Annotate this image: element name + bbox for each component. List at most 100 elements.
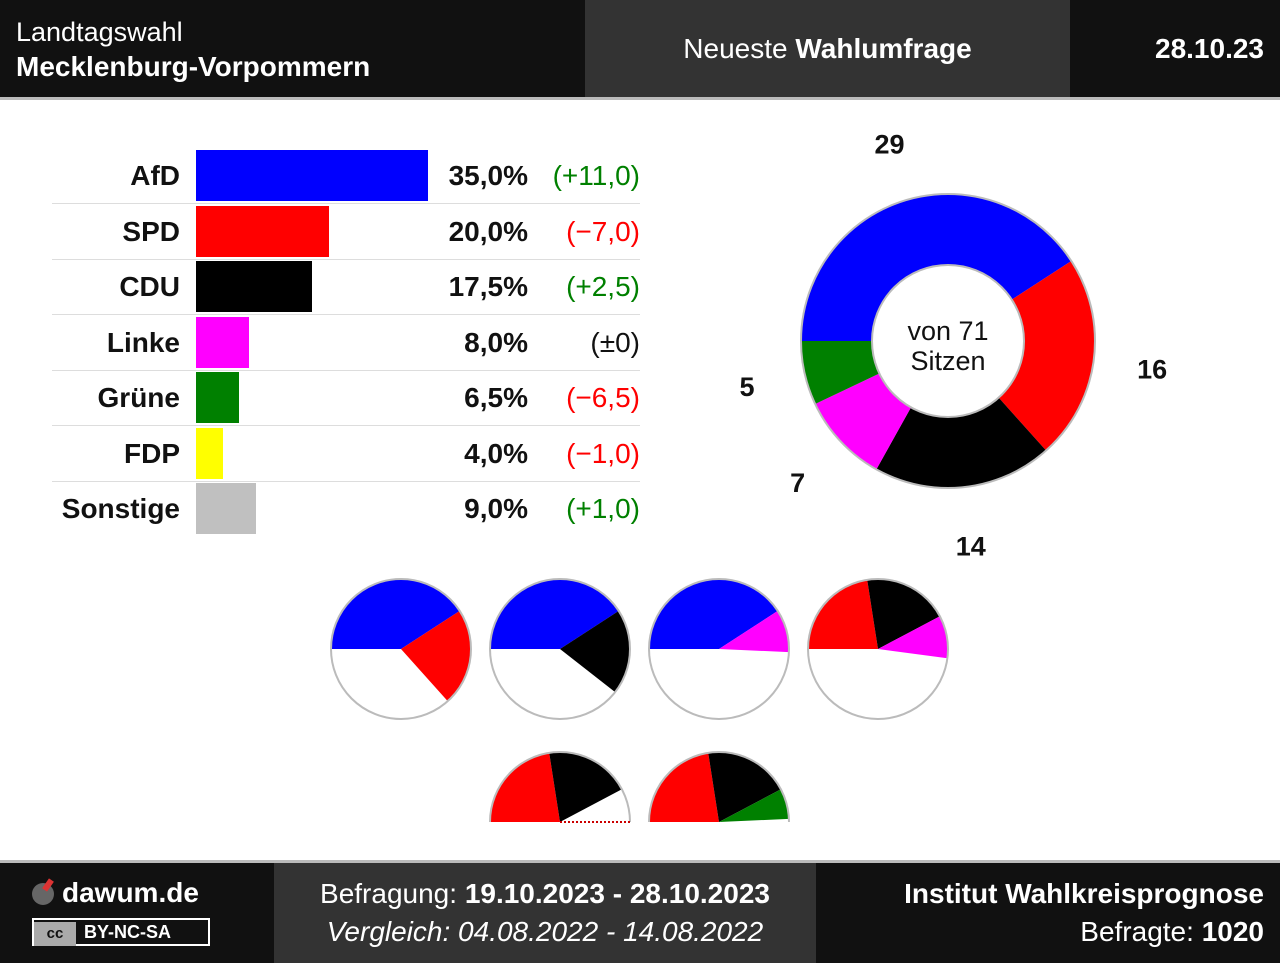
header-date: 28.10.23	[1155, 33, 1264, 64]
footer-bar: dawum.de cc BY-NC-SA Befragung: 19.10.202…	[0, 860, 1280, 963]
change-label: (+11,0)	[552, 160, 640, 191]
value-label: 8,0%	[464, 326, 528, 358]
bar	[196, 150, 428, 201]
value-label: 20,0%	[448, 215, 528, 247]
site-logo[interactable]: dawum.de	[32, 877, 199, 909]
coalition-pie	[489, 751, 631, 823]
cc-icon: cc	[34, 922, 76, 946]
compare-period: Vergleich: 04.08.2022 - 14.08.2022	[274, 916, 816, 948]
coalition-slice	[490, 578, 619, 649]
institute-name: Institut Wahlkreisprognose	[904, 878, 1264, 909]
bar-row: AfD 35,0% (+11,0)	[52, 148, 640, 204]
coalition-slice	[549, 752, 622, 822]
license-text: BY-NC-SA	[84, 922, 172, 942]
value-label: 9,0%	[464, 493, 528, 524]
coalition-outline	[489, 578, 631, 720]
bar	[196, 205, 329, 257]
coalition-pie	[330, 578, 472, 720]
seat-label: 14	[956, 532, 986, 562]
center-label-line2: Sitzen	[910, 346, 985, 376]
logo-icon	[32, 883, 54, 905]
site-name: dawum.de	[62, 877, 199, 908]
party-label: CDU	[119, 271, 180, 302]
survey-period: Befragung: 19.10.2023 - 28.10.2023	[274, 878, 816, 910]
donut-slice	[815, 373, 911, 470]
value-label: 6,5%	[464, 382, 528, 413]
coalition-slice	[808, 579, 878, 649]
compare-range: 04.08.2022 - 14.08.2022	[458, 916, 764, 947]
seat-label: 7	[790, 468, 805, 498]
coalition-slice	[719, 789, 789, 822]
coalition-slice	[649, 752, 719, 822]
change-label: (±0)	[590, 326, 640, 358]
change-label: (+2,5)	[566, 271, 640, 302]
coalition-slice	[878, 616, 948, 659]
footer-left: dawum.de cc BY-NC-SA	[0, 863, 274, 963]
coalition-slice	[867, 579, 940, 649]
header-title: Landtagswahl Mecklenburg-Vorpommern	[16, 16, 370, 86]
party-label: Linke	[106, 326, 180, 358]
header-middle-prefix: Neueste	[683, 33, 788, 64]
value-label: 35,0%	[448, 160, 528, 191]
seat-label: 5	[740, 372, 755, 402]
coalition-slice	[719, 610, 789, 653]
bar-row: Sonstige 9,0% (+1,0)	[52, 481, 640, 536]
coalition-outline	[648, 751, 790, 823]
header-bar: Landtagswahl Mecklenburg-Vorpommern Neue…	[0, 0, 1280, 100]
bar	[196, 427, 223, 479]
compare-label: Vergleich:	[326, 916, 451, 947]
coalition-slice	[649, 579, 778, 649]
change-label: (+1,0)	[566, 493, 640, 524]
bar	[196, 372, 240, 423]
title-line2: Mecklenburg-Vorpommern	[16, 51, 371, 82]
party-label: SPD	[122, 215, 180, 247]
coalition-outline	[489, 751, 631, 823]
respondents: Befragte: 1020	[904, 916, 1264, 948]
donut-center	[871, 264, 1025, 418]
coalition-slice	[401, 610, 471, 702]
coalition-slice	[331, 578, 460, 649]
coalition-slice	[560, 610, 631, 693]
respondents-label: Befragte:	[1080, 916, 1194, 947]
bar-row: Grüne 6,5% (−6,5)	[52, 370, 640, 426]
seat-label: 16	[1137, 354, 1167, 384]
coalition-pie	[807, 578, 949, 720]
donut-slice	[801, 341, 880, 404]
title-line1: Landtagswahl	[16, 17, 183, 47]
bar-row: Linke 8,0% (±0)	[52, 315, 640, 371]
bar	[196, 483, 256, 534]
party-label: Sonstige	[61, 493, 180, 524]
value-label: 17,5%	[448, 271, 528, 302]
license-badge[interactable]: cc BY-NC-SA	[32, 918, 210, 946]
coalition-outline	[330, 578, 472, 720]
change-label: (−1,0)	[566, 437, 640, 469]
footer-middle: Befragung: 19.10.2023 - 28.10.2023 Vergl…	[274, 863, 816, 963]
donut-slice	[998, 261, 1095, 451]
survey-label: Befragung:	[320, 878, 458, 909]
survey-range: 19.10.2023 - 28.10.2023	[464, 878, 770, 909]
bar-row: SPD 20,0% (−7,0)	[52, 204, 640, 260]
header-middle: Neueste Wahlumfrage	[585, 0, 1070, 97]
change-label: (−7,0)	[566, 215, 640, 247]
party-label: Grüne	[97, 382, 180, 413]
donut-outline	[800, 193, 1096, 489]
coalition-slice	[490, 752, 560, 822]
bar-row: CDU 17,5% (+2,5)	[52, 259, 640, 315]
donut-slice	[876, 397, 1047, 488]
coalition-pie	[648, 751, 790, 823]
party-label: AfD	[130, 160, 180, 191]
coalition-pie	[489, 578, 631, 720]
bar	[196, 261, 312, 312]
seat-label: 29	[875, 129, 905, 159]
footer-right: Institut Wahlkreisprognose Befragte: 102…	[904, 878, 1264, 948]
bar	[196, 316, 250, 368]
bar-row: FDP 4,0% (−1,0)	[52, 426, 640, 482]
coalition-outline	[807, 578, 949, 720]
coalition-pie	[648, 578, 790, 720]
header-middle-bold: Wahlumfrage	[795, 33, 972, 64]
center-label-line1: von 71	[907, 316, 988, 346]
coalition-outline	[648, 578, 790, 720]
respondents-count: 1020	[1201, 916, 1264, 947]
coalition-slice	[708, 752, 781, 822]
